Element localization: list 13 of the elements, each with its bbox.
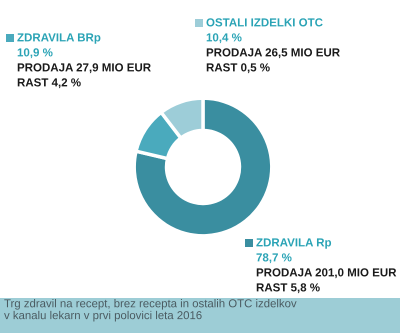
- data-label: 10,9 %: [18, 48, 53, 58]
- legend-label: ZDRAVILA Rp: [256, 238, 332, 249]
- legend-label: OSTALI IZDELKI OTC: [206, 18, 323, 26]
- data-label: 10,4 %: [206, 33, 242, 44]
- text: PRODAJA 27,9 MIO EUR: [18, 63, 151, 74]
- text: PRODAJA 26,5 MIO EUR: [206, 48, 340, 58]
- data-label: 78,7 %: [256, 253, 292, 264]
- text: PRODAJA 201,0 MIO EUR: [256, 268, 396, 278]
- text: RAST 0,5 %: [206, 63, 270, 74]
- text: RAST 5,8 %: [256, 283, 320, 294]
- text: RAST 4,2 %: [18, 78, 81, 88]
- text: Trg zdravil na recept, brez recepta in ostalih OTC izdelkov v kanalu lekarn v prvi polovici leta 2016: [4, 299, 297, 322]
- legend-label: ZDRAVILA BRp: [17, 33, 100, 44]
